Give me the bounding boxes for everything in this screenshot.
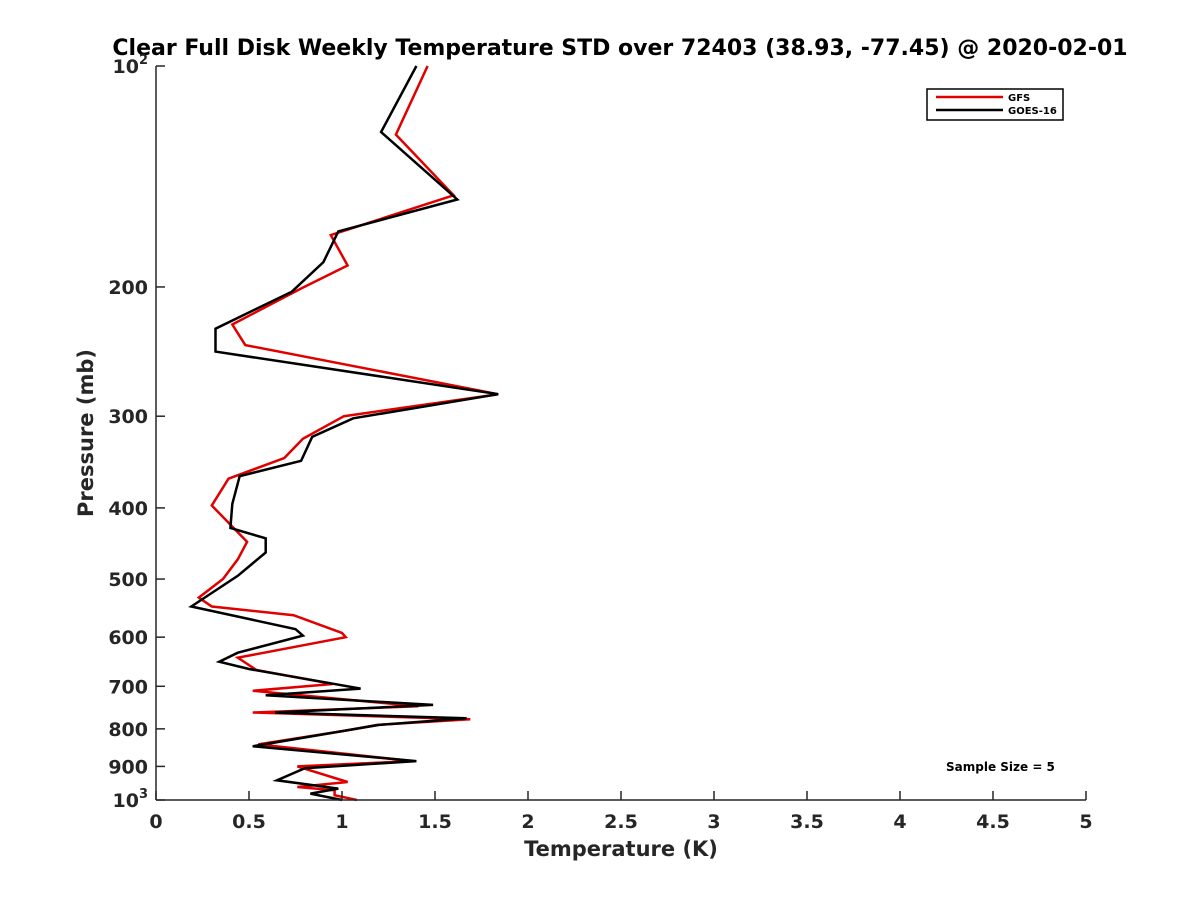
y-tick-label: 700	[108, 676, 148, 698]
x-axis-label: Temperature (K)	[524, 837, 718, 861]
x-tick-label: 2	[521, 811, 534, 833]
y-tick-label: 103	[113, 787, 149, 812]
legend: GFS GOES-16	[926, 88, 1064, 121]
x-tick-label: 3	[707, 811, 720, 833]
chart-title: Clear Full Disk Weekly Temperature STD o…	[112, 36, 1127, 61]
x-ticks: 0 0.5 1 1.5 2 2.5 3 3.5 4 4.5 5	[149, 791, 1093, 833]
legend-label-gfs: GFS	[1008, 93, 1030, 104]
y-tick-exponent: 2	[139, 53, 148, 68]
x-tick-label: 1.5	[418, 811, 452, 833]
legend-label-goes16: GOES-16	[1008, 106, 1057, 117]
axes-layer	[155, 66, 1086, 801]
y-tick-label: 102	[113, 53, 149, 78]
y-tick-label: 900	[108, 756, 148, 778]
x-tick-label: 5	[1079, 811, 1092, 833]
x-tick-label: 2.5	[604, 811, 638, 833]
y-tick-base: 10	[113, 56, 139, 78]
sample-size-annotation: Sample Size = 5	[946, 760, 1055, 774]
legend-box	[926, 88, 1064, 121]
x-tick-label: 0	[149, 811, 162, 833]
x-tick-label: 0.5	[232, 811, 266, 833]
y-tick-exponent: 3	[139, 787, 148, 802]
x-tick-label: 1	[335, 811, 348, 833]
y-tick-label: 500	[108, 569, 148, 591]
y-tick-label: 800	[108, 719, 148, 741]
y-tick-label: 300	[108, 406, 148, 428]
y-axis-label: Pressure (mb)	[74, 349, 98, 517]
series-layer	[188, 65, 499, 802]
y-tick-base: 10	[113, 790, 139, 812]
x-tick-label: 3.5	[790, 811, 824, 833]
series-line-goes16	[188, 65, 499, 802]
y-tick-label: 600	[108, 627, 148, 649]
y-tick-label: 400	[108, 498, 148, 520]
y-tick-label: 200	[108, 277, 148, 299]
x-tick-label: 4	[893, 811, 906, 833]
x-tick-label: 4.5	[976, 811, 1010, 833]
